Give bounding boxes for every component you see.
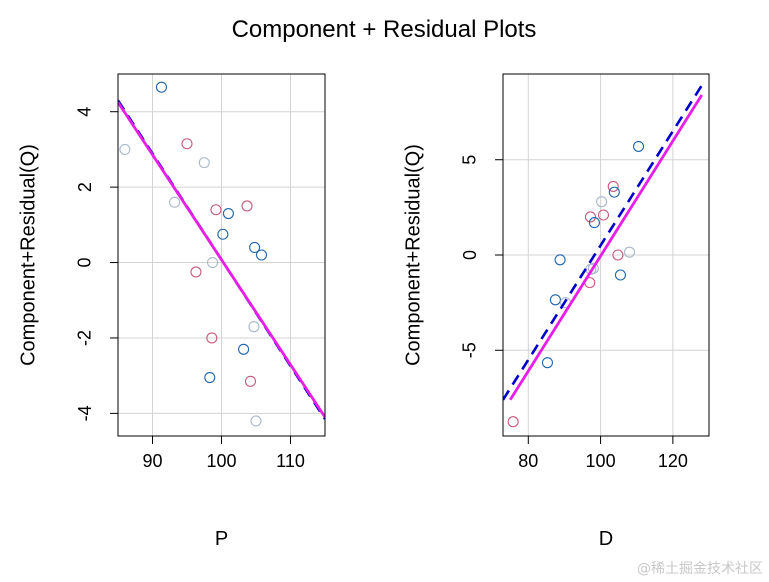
data-point-7 xyxy=(241,200,253,212)
data-point-2 xyxy=(608,186,620,198)
y-tick-label: 2 xyxy=(75,182,95,192)
data-point-3 xyxy=(198,157,210,169)
smooth-line xyxy=(509,94,703,401)
data-point-17 xyxy=(507,416,519,428)
data-point-14 xyxy=(549,294,561,306)
data-point-4 xyxy=(597,209,610,221)
y-tick-label: -5 xyxy=(460,342,480,358)
data-point-0 xyxy=(155,81,168,93)
figure-title: Component + Residual Plots xyxy=(232,16,537,43)
y-tick-label: 5 xyxy=(460,155,480,165)
data-point-0 xyxy=(632,140,645,152)
data-point-18 xyxy=(250,415,262,427)
data-point-16 xyxy=(204,372,216,384)
data-points xyxy=(119,81,268,427)
data-point-8 xyxy=(217,228,229,240)
data-point-13 xyxy=(248,321,260,333)
data-point-2 xyxy=(181,138,193,150)
data-point-8 xyxy=(612,249,624,261)
data-point-7 xyxy=(623,246,636,258)
data-point-3 xyxy=(596,196,608,208)
x-axis-label: D xyxy=(599,528,613,550)
y-tick-label: -2 xyxy=(75,330,95,346)
x-tick-label: 100 xyxy=(586,451,616,471)
data-point-6 xyxy=(222,207,234,220)
data-point-11 xyxy=(206,256,219,269)
data-point-12 xyxy=(614,269,627,281)
plot-panels: 90 100 110 -4 -2 0 2 4 P Component+Residual(Q) 80 1… xyxy=(17,73,710,550)
x-axis-label: P xyxy=(215,528,228,550)
panel-p: 90 100 110 -4 -2 0 2 4 P Component+Residual(Q) xyxy=(17,73,326,550)
watermark-text: @稀土掘金技术社区 xyxy=(637,561,763,577)
reference-line xyxy=(503,84,703,401)
panel-d: 80 100 120 -5 0 5 D Component+Residual(Q) xyxy=(402,73,710,550)
x-tick-label: 110 xyxy=(276,451,305,471)
data-point-1 xyxy=(607,180,619,192)
data-point-12 xyxy=(190,266,202,278)
x-tick-label: 100 xyxy=(206,451,236,471)
y-tick-label: 0 xyxy=(75,258,95,268)
x-tick-label: 80 xyxy=(518,451,538,471)
y-tick-label: 0 xyxy=(460,250,480,260)
y-tick-label: -4 xyxy=(75,405,95,421)
data-point-17 xyxy=(244,375,257,387)
x-tick-label: 120 xyxy=(658,451,688,471)
data-point-4 xyxy=(169,196,181,208)
data-point-14 xyxy=(206,332,218,344)
y-axis-label: Component+Residual(Q) xyxy=(402,144,424,366)
y-axis-label: Component+Residual(Q) xyxy=(17,144,39,366)
y-tick-label: 4 xyxy=(75,107,95,117)
data-point-1 xyxy=(119,143,131,155)
data-point-9 xyxy=(249,241,261,254)
data-point-5 xyxy=(584,211,597,223)
data-point-15 xyxy=(238,343,250,355)
smooth-line xyxy=(118,101,325,418)
data-point-16 xyxy=(541,357,554,369)
data-point-10 xyxy=(255,249,268,261)
data-point-6 xyxy=(588,217,600,229)
data-point-9 xyxy=(554,254,566,266)
x-tick-label: 90 xyxy=(142,451,162,471)
data-point-5 xyxy=(210,204,222,216)
